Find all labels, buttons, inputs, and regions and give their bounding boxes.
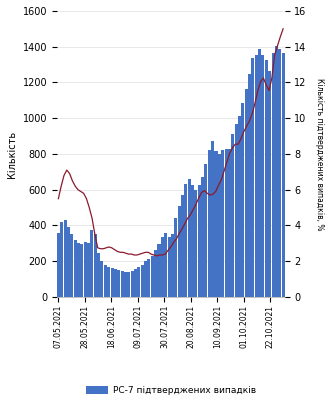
Bar — [124, 272, 127, 297]
Bar — [107, 267, 110, 297]
Bar — [137, 267, 140, 297]
Bar — [131, 271, 134, 297]
Bar — [224, 148, 228, 297]
Bar — [271, 53, 274, 297]
Bar — [218, 154, 221, 297]
Bar — [252, 58, 255, 297]
Bar — [194, 190, 197, 297]
Bar — [178, 206, 181, 297]
Bar — [265, 60, 268, 297]
Bar — [127, 272, 130, 297]
Bar — [268, 71, 271, 297]
Bar — [245, 89, 248, 297]
Bar — [214, 151, 217, 297]
Bar — [120, 271, 123, 297]
Bar — [73, 240, 77, 297]
Y-axis label: Кількість: Кількість — [7, 130, 17, 177]
Bar — [174, 218, 177, 297]
Bar — [147, 259, 151, 297]
Bar — [282, 53, 285, 297]
Bar — [77, 244, 80, 297]
Bar — [64, 220, 67, 297]
Bar — [104, 265, 107, 297]
Bar — [248, 74, 251, 297]
Bar — [205, 164, 208, 297]
Bar — [151, 256, 154, 297]
Bar — [97, 253, 100, 297]
Bar — [90, 230, 93, 297]
Bar — [134, 269, 137, 297]
Bar — [144, 261, 147, 297]
Bar — [191, 185, 194, 297]
Bar — [117, 270, 120, 297]
Y-axis label: Кількість підтверджених випадків, %: Кількість підтверджених випадків, % — [315, 78, 324, 230]
Bar — [275, 46, 278, 297]
Bar — [201, 177, 204, 297]
Bar — [57, 232, 60, 297]
Bar — [154, 249, 157, 297]
Bar — [60, 222, 63, 297]
Bar — [198, 185, 201, 297]
Bar — [114, 269, 117, 297]
Bar — [231, 134, 234, 297]
Bar — [167, 237, 170, 297]
Bar — [67, 227, 70, 297]
Bar — [158, 244, 161, 297]
Bar — [70, 234, 73, 297]
Bar — [87, 244, 90, 297]
Bar — [100, 261, 104, 297]
Legend: РС-7 підтверджених випадків, РС-7 % підтверджених: РС-7 підтверджених випадків, РС-7 % підт… — [81, 382, 260, 396]
Bar — [235, 124, 238, 297]
Bar — [258, 50, 261, 297]
Bar — [161, 237, 164, 297]
Bar — [171, 234, 174, 297]
Bar — [228, 148, 231, 297]
Bar — [188, 179, 191, 297]
Bar — [238, 116, 241, 297]
Bar — [261, 55, 264, 297]
Bar — [80, 244, 83, 297]
Bar — [141, 265, 144, 297]
Bar — [208, 150, 211, 297]
Bar — [221, 150, 224, 297]
Bar — [111, 268, 114, 297]
Bar — [184, 185, 187, 297]
Bar — [211, 141, 214, 297]
Bar — [164, 232, 167, 297]
Bar — [181, 195, 184, 297]
Bar — [94, 234, 97, 297]
Bar — [241, 103, 244, 297]
Bar — [255, 55, 258, 297]
Bar — [84, 242, 87, 297]
Bar — [278, 50, 281, 297]
